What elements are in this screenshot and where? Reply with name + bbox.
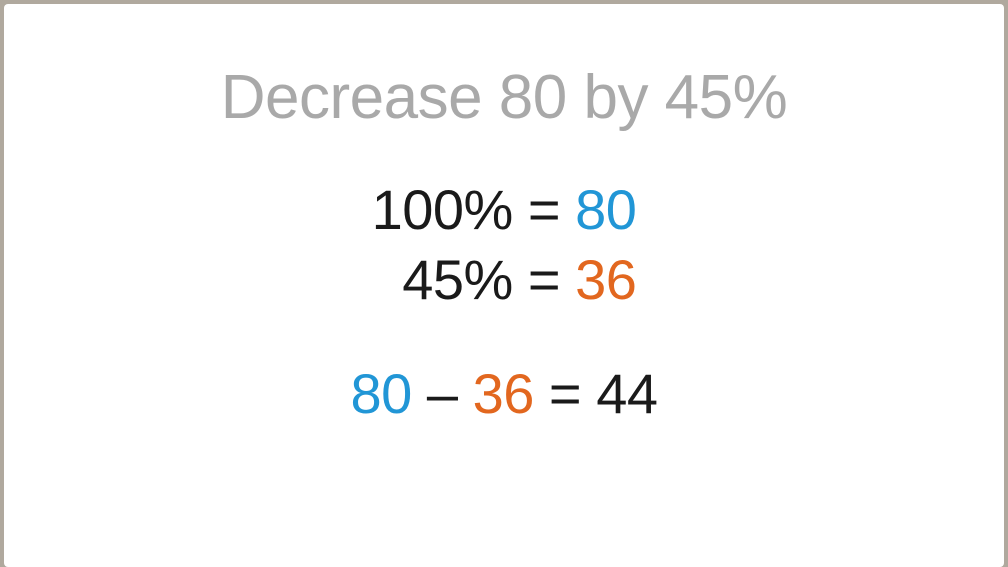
eq2-left: 45% = [402, 248, 575, 311]
final-operator: – [412, 362, 473, 425]
final-term2: 36 [473, 362, 534, 425]
eq1-left: 100% = [372, 178, 576, 241]
slide-title: Decrease 80 by 45% [221, 62, 788, 133]
math-slide-card: Decrease 80 by 45% 100% = 80 45% = 36 80… [4, 4, 1004, 567]
eq1-right: 80 [575, 178, 636, 241]
final-result: = 44 [534, 362, 658, 425]
eq2-right: 36 [575, 248, 636, 311]
equations-block: 100% = 80 45% = 36 [372, 175, 637, 315]
final-term1: 80 [351, 362, 412, 425]
equation-row-2: 45% = 36 [402, 245, 636, 315]
equation-row-1: 100% = 80 [372, 175, 637, 245]
final-equation: 80 – 36 = 44 [351, 361, 658, 426]
